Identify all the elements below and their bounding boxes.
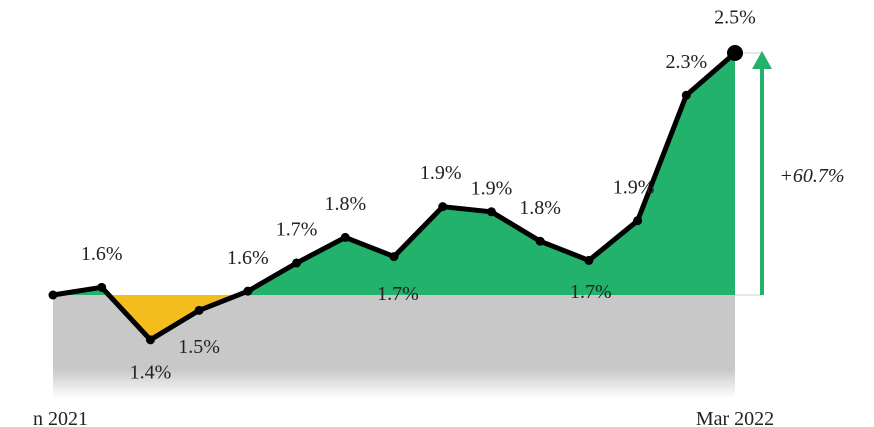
data-point — [438, 202, 448, 212]
data-label: 1.7% — [377, 283, 419, 305]
data-labels: 1.6% 1.4% 1.5% 1.6% 1.7% 1.8% 1.7% 1.9% 1.9% 1.8%… — [81, 7, 756, 384]
data-label: 1.7% — [570, 281, 612, 303]
data-point — [389, 252, 399, 262]
data-label: 1.6% — [81, 243, 123, 265]
data-point — [194, 305, 204, 315]
change-label: +60.7% — [779, 165, 844, 187]
change-arrow — [752, 51, 772, 295]
data-point — [584, 255, 594, 265]
data-point — [340, 232, 350, 242]
data-point — [48, 290, 58, 300]
data-point — [633, 216, 643, 226]
x-tick-label-first: n 2021 — [33, 408, 88, 427]
data-point — [292, 258, 302, 268]
data-points — [48, 45, 743, 345]
data-label: 1.8% — [324, 193, 366, 215]
data-point — [535, 236, 545, 246]
data-label: 1.9% — [613, 176, 655, 198]
data-label: 1.9% — [420, 162, 462, 184]
data-label: 2.3% — [665, 51, 707, 73]
data-label: 1.8% — [519, 197, 561, 219]
data-label: 1.7% — [276, 219, 318, 241]
x-tick-label-last: Mar 2022 — [696, 408, 774, 427]
data-point — [486, 207, 496, 217]
data-label: 1.9% — [471, 177, 513, 199]
data-point — [145, 335, 155, 345]
baseline-guides — [735, 52, 762, 296]
area-above-baseline — [238, 53, 735, 295]
data-point — [97, 282, 107, 292]
data-label: 2.5% — [714, 7, 756, 29]
change-arrow-head — [752, 51, 772, 69]
data-point — [727, 45, 743, 61]
data-point — [243, 286, 253, 296]
data-label: 1.5% — [178, 336, 220, 358]
data-point — [681, 90, 691, 100]
data-label: 1.4% — [130, 361, 172, 383]
data-label: 1.6% — [227, 247, 269, 269]
